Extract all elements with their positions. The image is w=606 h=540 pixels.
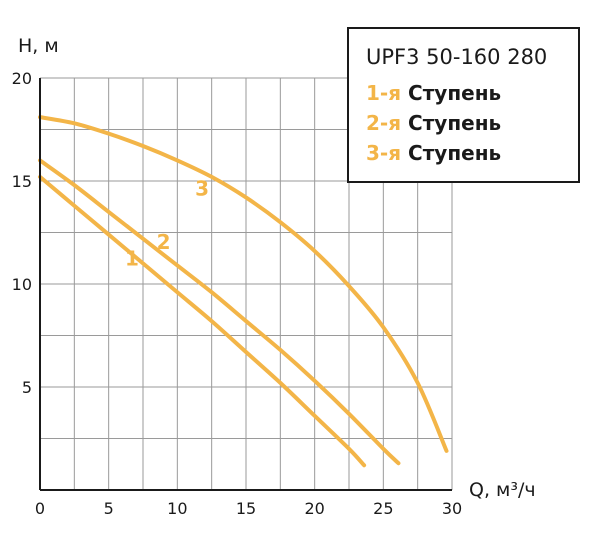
x-axis-label: Q, м³/ч — [469, 479, 536, 501]
curve-label-3: 3 — [195, 176, 209, 200]
legend-item-3: 3-я Ступень — [366, 141, 501, 165]
legend-item-1: 1-я Ступень — [366, 81, 501, 105]
x-tick-label-0: 0 — [35, 499, 45, 518]
x-tick-label-3: 15 — [236, 499, 256, 518]
curves — [38, 115, 449, 468]
legend-item-2: 2-я Ступень — [366, 111, 501, 135]
y-tick-label-1: 10 — [12, 275, 32, 294]
legend-item-1-number: 1-я — [366, 81, 402, 105]
curve-label-2: 2 — [157, 230, 171, 254]
legend-item-1-label: Ступень — [408, 81, 502, 105]
curve-stage-2 — [38, 158, 401, 466]
y-tick-label-2: 15 — [12, 172, 32, 191]
x-tick-label-5: 25 — [373, 499, 393, 518]
legend-title: UPF3 50-160 280 — [366, 45, 548, 69]
y-axis-label: H, м — [18, 35, 59, 57]
x-tick-label-6: 30 — [442, 499, 462, 518]
x-tick-label-4: 20 — [304, 499, 324, 518]
legend-item-3-label: Ступень — [408, 141, 502, 165]
axes — [39, 78, 452, 491]
tick-labels: 0 5 10 15 20 25 30 5 10 15 20 — [12, 69, 463, 518]
legend-item-2-label: Ступень — [408, 111, 502, 135]
curve-stage-1 — [38, 174, 367, 468]
curve-label-1: 1 — [125, 246, 139, 270]
legend: UPF3 50-160 280 1-я Ступень 2-я Ступень … — [347, 27, 580, 183]
y-tick-label-3: 20 — [12, 69, 32, 88]
legend-item-2-number: 2-я — [366, 111, 402, 135]
legend-item-3-number: 3-я — [366, 141, 402, 165]
y-tick-label-0: 5 — [22, 378, 32, 397]
x-tick-label-1: 5 — [104, 499, 114, 518]
x-tick-label-2: 10 — [167, 499, 187, 518]
curve-labels: 12 3 — [125, 176, 209, 270]
curve-stage-3 — [38, 115, 449, 453]
